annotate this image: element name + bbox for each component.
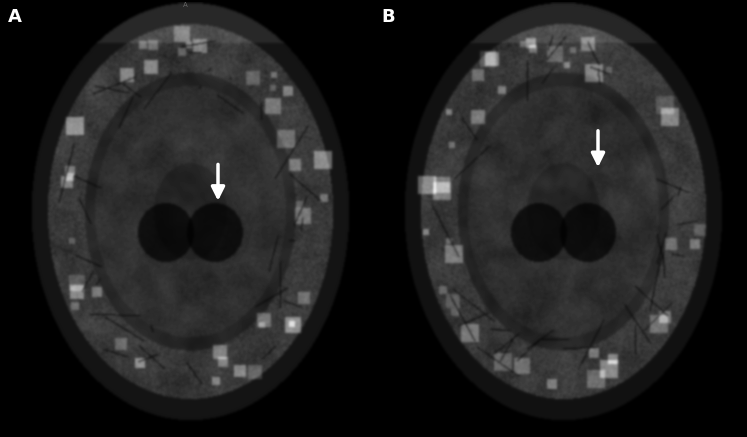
Text: B: B xyxy=(381,8,394,26)
Text: A: A xyxy=(8,8,22,26)
Text: A: A xyxy=(183,2,187,8)
